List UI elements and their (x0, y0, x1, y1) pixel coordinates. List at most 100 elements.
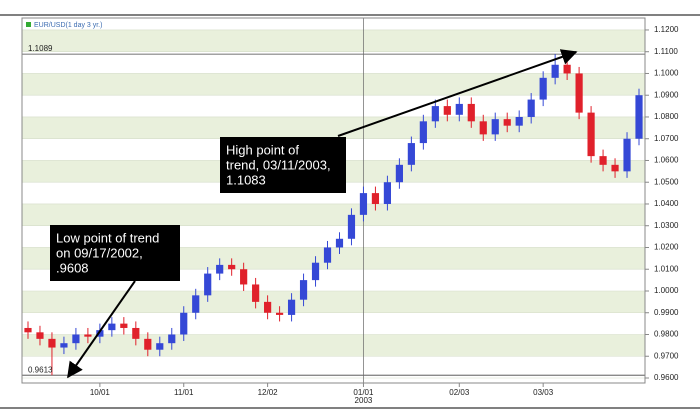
x-tick-label: 10/01 (90, 388, 111, 397)
grid-band (22, 334, 645, 357)
y-tick-label: 1.0000 (654, 286, 679, 295)
y-tick-label: 1.0900 (654, 90, 679, 99)
candle-body (144, 338, 152, 350)
annotation-text: 1.1083 (226, 172, 266, 187)
candle-body (84, 334, 92, 337)
candle-body (311, 262, 320, 281)
candle-body (587, 112, 595, 157)
y-tick-label: 1.0300 (654, 221, 679, 230)
candle-body (431, 106, 439, 122)
x-tick-label: 12/02 (258, 388, 279, 397)
y-tick-label: 1.0200 (654, 243, 679, 252)
annotation-text: on 09/17/2002, (56, 245, 143, 260)
candle-body (204, 273, 212, 296)
y-tick-label: 0.9700 (654, 351, 679, 360)
y-tick-label: 0.9900 (654, 308, 679, 317)
chart-title: EUR/USD(1 day 3 yr.) (34, 22, 102, 29)
candle-body (371, 193, 380, 204)
candle-body (120, 323, 128, 328)
candle-body (252, 284, 260, 302)
grid-band (22, 116, 645, 139)
y-tick-label: 1.0800 (654, 112, 679, 121)
annotation-text: .9608 (56, 260, 89, 275)
candle-body (599, 156, 607, 165)
y-tick-label: 1.1100 (654, 47, 678, 56)
y-tick-label: 1.1200 (654, 25, 679, 34)
candle-body (347, 214, 356, 239)
candle-body (36, 332, 44, 339)
y-tick-label: 1.1000 (654, 69, 679, 78)
candle-body (563, 64, 571, 74)
candle-body (479, 121, 487, 135)
annotation-text: trend, 03/11/2003, (226, 157, 331, 172)
reference-label: 0.9613 (28, 365, 53, 374)
candle-body (132, 327, 140, 339)
candle-body (419, 121, 427, 144)
grid-band (22, 29, 645, 52)
candle-body (611, 164, 619, 172)
candle-body (48, 338, 56, 348)
y-tick-label: 0.9600 (654, 373, 679, 382)
grid-band (22, 290, 645, 313)
candle-body (575, 73, 583, 113)
annotation-arrow (337, 49, 578, 137)
y-tick-label: 1.0100 (654, 264, 679, 273)
candle-body (24, 327, 32, 333)
y-tick-label: 0.9800 (654, 330, 679, 339)
candle-body (216, 264, 224, 274)
y-tick-label: 1.0600 (654, 156, 679, 165)
x-tick-label: 02/03 (449, 388, 470, 397)
candle-body (264, 301, 272, 313)
candle-body (623, 138, 631, 172)
annotation-box (220, 137, 346, 193)
plot-area (22, 18, 649, 387)
title-icon (26, 22, 31, 27)
grid-band (22, 203, 645, 226)
y-tick-label: 1.0400 (654, 199, 679, 208)
candle-body (96, 330, 104, 337)
candle-body (108, 323, 116, 331)
y-tick-label: 1.0700 (654, 134, 679, 143)
reference-label: 1.1089 (28, 44, 53, 53)
candle-body (287, 299, 296, 315)
annotation-text: Low point of trend (56, 230, 159, 245)
candle-body (72, 334, 80, 344)
candle-body (539, 77, 547, 100)
candle-body (228, 264, 236, 270)
annotation-box (50, 225, 180, 281)
grid-band (22, 73, 645, 96)
candle-body (335, 238, 344, 248)
candle-body (443, 106, 451, 115)
candle-body (323, 247, 332, 263)
candle-body (240, 269, 248, 285)
x-tick-label: 03/03 (533, 388, 554, 397)
plot-frame (21, 17, 646, 384)
candle-body (395, 164, 403, 183)
candle-body (192, 295, 200, 313)
candle-body (503, 119, 511, 126)
candle-body (491, 119, 499, 135)
candle-body (168, 334, 176, 344)
x-tick-label: 01/01 (353, 388, 374, 397)
candle-body (515, 116, 523, 126)
y-tick-label: 1.0500 (654, 177, 679, 186)
candle-body (551, 64, 559, 78)
candle-body (359, 193, 368, 215)
candle-body (467, 103, 475, 122)
candle-body (299, 280, 308, 300)
x-tick-label: 11/01 (174, 388, 194, 397)
candle-body (180, 312, 188, 335)
candle-body (635, 95, 643, 139)
candle-body (407, 143, 415, 165)
x-year-label: 2003 (355, 396, 373, 405)
candle-body (60, 343, 68, 348)
candle-body (527, 99, 535, 117)
candle-body (455, 103, 463, 115)
candle-body (383, 182, 392, 204)
candle-body (156, 343, 164, 350)
candle-body (275, 312, 284, 315)
annotation-text: High point of (226, 142, 299, 157)
annotation-arrow (67, 280, 136, 379)
